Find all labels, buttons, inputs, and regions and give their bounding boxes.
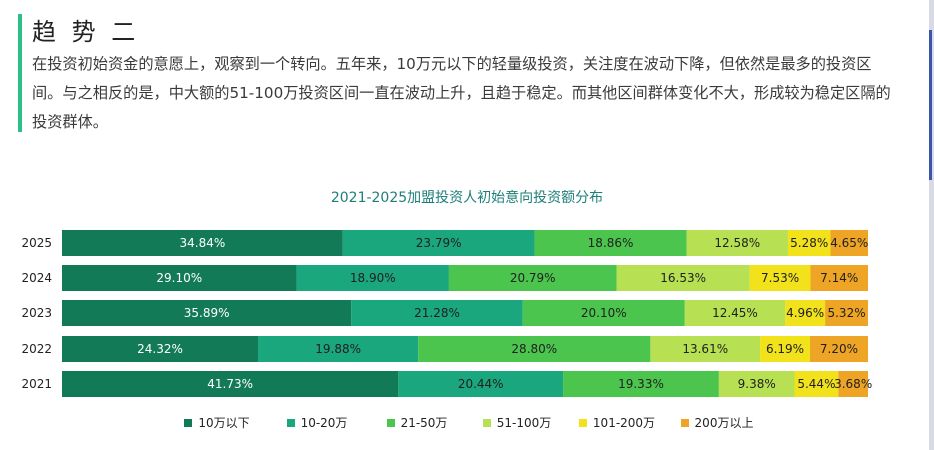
category-label: 2023 [21,306,52,320]
data-label: 41.73% [207,377,253,391]
data-label: 18.86% [588,236,634,250]
bar-segment [62,371,399,397]
chart-title: 2021-2025加盟投资人初始意向投资额分布 [330,190,604,206]
bar-segment [787,230,831,256]
section-paragraph: 在投资初始资金的意愿上，观察到一个转向。五年来，10万元以下的轻量级投资，关注度… [32,55,891,131]
legend-swatch [286,418,295,427]
data-label: 19.88% [315,342,361,356]
legend-item: 10-20万 [267,414,367,431]
data-label: 35.89% [184,306,230,320]
data-label: 20.44% [458,377,504,391]
data-label: 18.90% [350,271,396,285]
data-label: 5.44% [797,377,835,391]
legend-label: 10-20万 [300,416,348,430]
data-label: 4.96% [786,306,824,320]
data-label: 21.28% [414,306,460,320]
bar-segment [398,371,564,397]
data-label: 7.14% [820,271,858,285]
legend-label: 200万以上 [694,416,754,430]
data-label: 13.61% [682,342,728,356]
bar-segment [534,230,687,256]
data-label: 7.53% [761,271,799,285]
bar-segment [62,265,297,291]
category-label: 2024 [21,271,52,285]
bar-segment [296,265,449,291]
legend-item: 21-50万 [367,414,467,431]
bar-segment [62,230,343,256]
data-label: 12.58% [714,236,760,250]
chart-legend: 10万以下 10-20万 21-50万 51-100万 101-200万 200万以上 [0,414,934,431]
legend-swatch [184,418,193,427]
data-label: 19.33% [618,377,664,391]
bar-segment [616,265,750,291]
bar-segment [749,265,811,291]
data-label: 28.80% [511,342,557,356]
bar-segment [258,336,419,362]
bar-segment [830,230,868,256]
bar-segment [62,336,259,362]
data-label: 9.38% [738,377,776,391]
data-label: 16.53% [660,271,706,285]
bar-segment [650,336,761,362]
data-label: 34.84% [180,236,226,250]
window-edge [929,0,934,450]
data-label: 24.32% [137,342,183,356]
data-label: 23.79% [416,236,462,250]
bar-segment [448,265,617,291]
legend-item: 200万以上 [667,414,767,431]
data-label: 7.20% [820,342,858,356]
bar-segment [794,371,839,397]
legend-label: 51-100万 [496,416,552,430]
legend-label: 10万以下 [198,416,250,430]
bar-segment [718,371,795,397]
bar-segment [62,300,352,326]
legend-swatch [482,418,491,427]
legend-item: 10万以下 [167,414,267,431]
category-label: 2025 [21,236,52,250]
data-label: 29.10% [156,271,202,285]
bar-segment [785,300,826,326]
data-label: 5.32% [827,306,865,320]
data-label: 5.28% [790,236,828,250]
bar-segment [838,371,868,397]
category-label: 2021 [21,377,52,391]
window-edge-highlight [929,30,932,180]
data-label: 4.65% [830,236,868,250]
category-label: 2022 [21,342,52,356]
data-label: 20.79% [510,271,556,285]
legend-label: 101-200万 [592,416,656,430]
legend-swatch [680,418,689,427]
bar-segment [351,300,523,326]
heading-accent-bar [18,14,22,132]
data-label: 6.19% [766,342,804,356]
legend-item: 101-200万 [567,414,667,431]
bar-segment [760,336,810,362]
legend-label: 21-50万 [400,416,448,430]
legend-swatch [578,418,587,427]
bar-segment [809,336,868,362]
legend-swatch [386,418,395,427]
legend-item: 51-100万 [467,414,567,431]
data-label: 20.10% [581,306,627,320]
section-heading: 趋 势 二 [32,18,140,46]
bar-segment [825,300,868,326]
data-label: 3.68% [834,377,872,391]
bar-segment [684,300,786,326]
bar-segment [418,336,651,362]
bar-segment [686,230,788,256]
bar-segment [810,265,868,291]
bar-segment [522,300,685,326]
data-label: 12.45% [712,306,758,320]
bar-segment [563,371,719,397]
bar-segment [342,230,535,256]
